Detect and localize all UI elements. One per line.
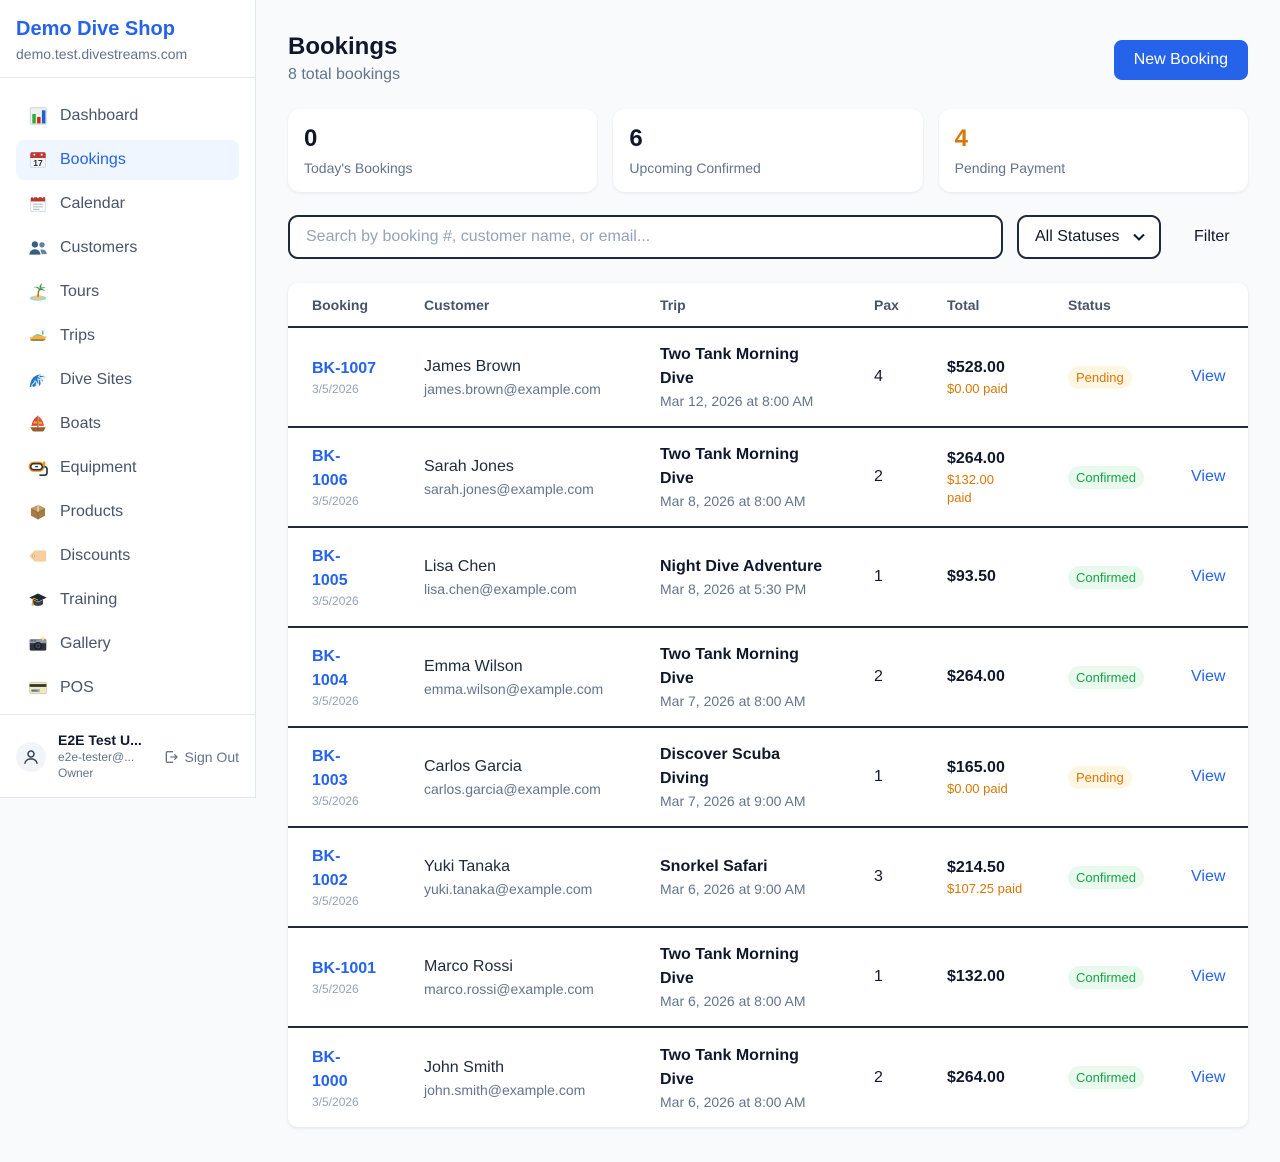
svg-text:17: 17	[33, 158, 43, 168]
